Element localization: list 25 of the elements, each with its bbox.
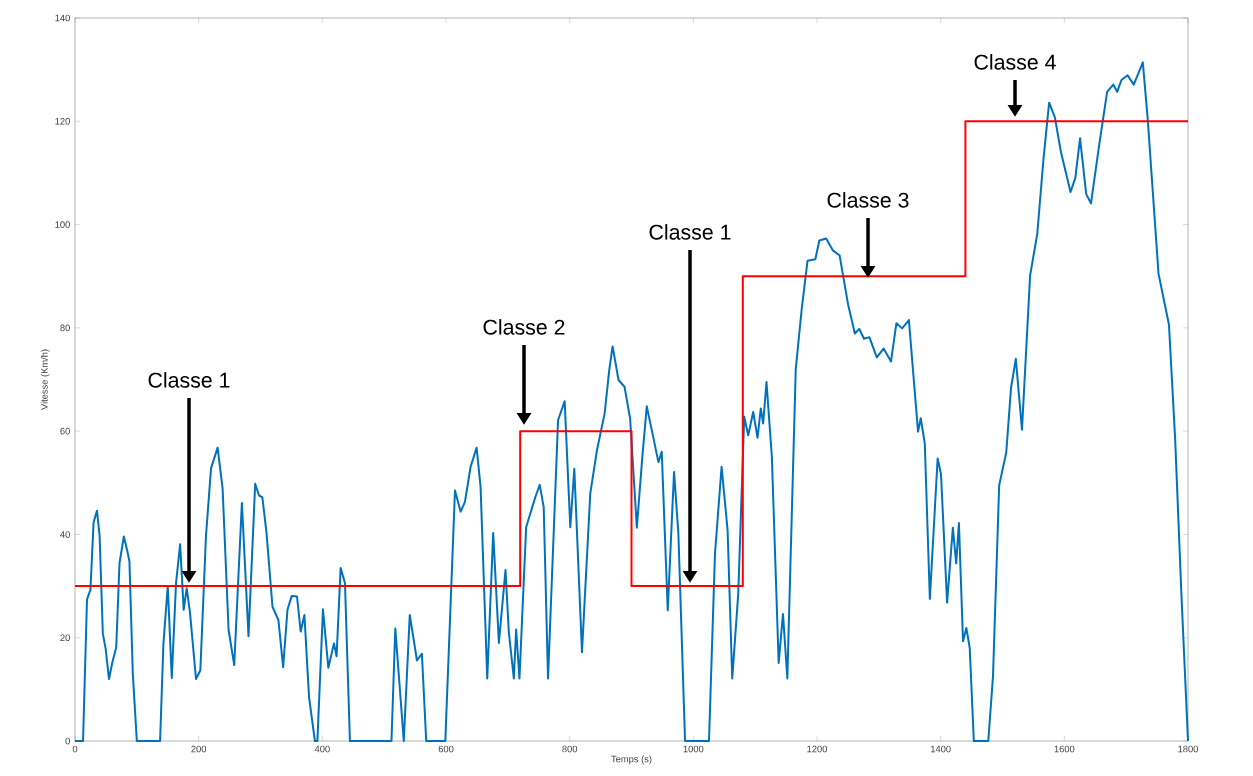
y-tick-label: 40 [60,531,70,538]
y-tick-label: 60 [60,427,70,435]
y-axis-title: Vitesse (Km/h) [40,349,50,410]
annotation: Classe 3 [827,192,909,208]
annotation: Classe 4 [974,54,1056,70]
x-tick-label: 800 [562,745,578,753]
x-tick-label: 1200 [807,745,828,753]
x-tick-label: 1400 [931,745,951,753]
x-tick-label: 0 [72,745,78,753]
y-tick-label: 20 [60,634,70,642]
y-tick-label: 0 [65,737,70,745]
x-tick-label: 600 [438,745,454,753]
x-tick-label: 1800 [1178,745,1199,753]
x-axis-title: Temps (s) [611,755,652,765]
x-tick-label: 200 [191,745,207,753]
annotation: Classe 1 [649,224,731,240]
annotation: Classe 2 [483,319,565,335]
x-tick-label: 1600 [1054,745,1075,753]
x-tick-label: 400 [314,745,330,753]
x-tick-label: 1000 [683,745,704,753]
y-tick-label: 120 [55,117,70,125]
y-tick-label: 100 [55,221,70,228]
y-tick-label: 80 [60,324,70,332]
y-tick-label: 140 [55,14,70,22]
annotation: Classe 1 [148,372,230,388]
